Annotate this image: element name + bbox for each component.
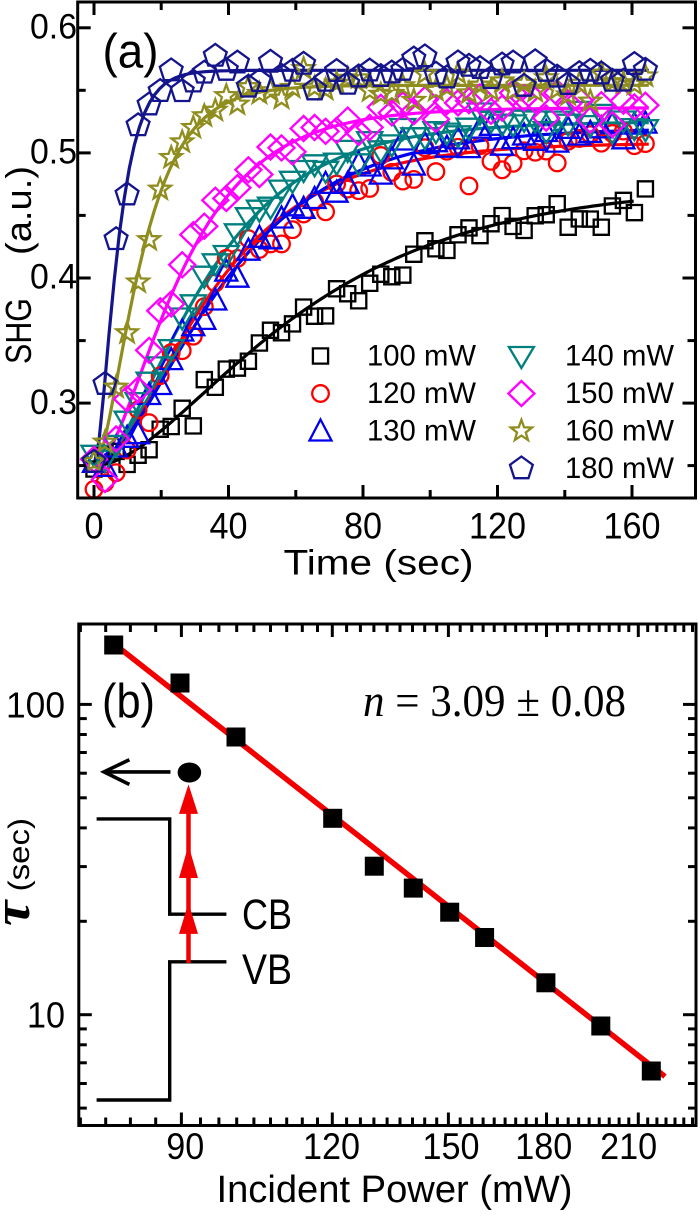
svg-text:160: 160 [604, 506, 661, 547]
svg-text:(b): (b) [102, 676, 155, 729]
svg-text:0: 0 [85, 506, 104, 547]
svg-text:(a.u.): (a.u.) [0, 166, 39, 255]
svg-text:(a): (a) [103, 26, 159, 79]
svg-text:90: 90 [166, 1126, 204, 1167]
svg-text:Incident Power (mW): Incident Power (mW) [217, 1169, 573, 1211]
svg-text:130 mW: 130 mW [367, 415, 476, 448]
svg-text:180: 180 [515, 1126, 572, 1167]
svg-text:0.3: 0.3 [30, 383, 77, 422]
svg-text:160 mW: 160 mW [565, 415, 674, 448]
svg-text:120 mW: 120 mW [367, 377, 476, 410]
svg-text:VB: VB [242, 946, 292, 994]
svg-text:210: 210 [600, 1126, 657, 1167]
svg-text:0.6: 0.6 [30, 8, 77, 47]
svg-text:120: 120 [469, 506, 526, 547]
svg-text:τ (sec): τ (sec) [0, 818, 41, 926]
svg-text:SHG: SHG [0, 298, 39, 364]
svg-text:0.4: 0.4 [30, 258, 77, 297]
svg-text:100 mW: 100 mW [367, 340, 476, 373]
svg-text:0.5: 0.5 [30, 133, 77, 172]
svg-text:120: 120 [303, 1126, 360, 1167]
svg-text:80: 80 [344, 506, 382, 547]
svg-text:CB: CB [242, 891, 292, 939]
svg-text:180 mW: 180 mW [565, 452, 674, 485]
svg-text:150: 150 [423, 1126, 480, 1167]
svg-text:150 mW: 150 mW [565, 377, 674, 410]
svg-text:n = 3.09 ± 0.08: n = 3.09 ± 0.08 [363, 676, 626, 726]
svg-text:Time (sec): Time (sec) [284, 543, 474, 582]
svg-text:100: 100 [6, 685, 65, 726]
svg-text:140 mW: 140 mW [565, 340, 674, 373]
svg-text:40: 40 [210, 506, 248, 547]
svg-text:10: 10 [27, 995, 65, 1036]
